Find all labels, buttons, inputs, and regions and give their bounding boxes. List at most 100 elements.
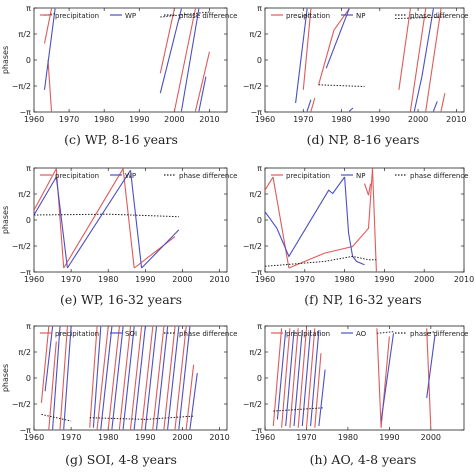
y-tick-label: −π/2 [243, 242, 262, 251]
y-axis-label: phases [1, 364, 10, 392]
x-tick-label: 2000 [172, 275, 192, 284]
y-tick-label: −π [19, 268, 31, 277]
series-precipitation-line [310, 97, 316, 112]
y-tick-label: 0 [257, 374, 262, 383]
series-precipitation-line [297, 328, 308, 428]
series-precipitation-line [141, 326, 154, 430]
series-group [272, 328, 436, 428]
x-tick-label: 1980 [338, 433, 358, 442]
y-tick-label: −π [19, 108, 31, 117]
x-tick-label: 1960 [24, 433, 44, 442]
series-phase-difference-line [160, 11, 210, 18]
y-axis-label: phases [1, 46, 10, 74]
series-ao-line [318, 369, 326, 427]
chart-d: −π −π/2 0 π/2 π 1960 1970 1980 1990 2000 2010 preci… [243, 4, 469, 124]
series-precipitation-line [398, 8, 411, 90]
series-np-line [348, 107, 354, 112]
y-tick-label: π [257, 164, 262, 173]
series-ao-line [276, 329, 287, 420]
series-ao-line [293, 329, 303, 427]
y-tick-label: π/2 [18, 190, 31, 199]
series-precipitation-line [118, 326, 132, 430]
series-phase-difference-line [299, 13, 312, 18]
series-phase-difference-line [34, 213, 179, 218]
chart-f: −π −π/2 0 π/2 π 1960 1970 1980 1990 2000 2010 preci… [243, 164, 474, 284]
panel-c: −π −π/2 0 π/2 π phases 1960 1970 1980 1990 2000 201… [0, 0, 238, 132]
legend-label: phase difference [179, 12, 237, 20]
series-phase-difference-line [376, 331, 394, 334]
series-phase-difference-line [273, 407, 324, 412]
series-np-line [295, 8, 308, 104]
x-tick-label: 2000 [408, 115, 428, 124]
y-tick-label: −π/2 [12, 242, 31, 251]
plot-frame [33, 7, 228, 113]
x-tick-label: 1970 [59, 115, 79, 124]
series-soi-line [44, 326, 54, 392]
caption-d: (d) NP, 8-16 years [306, 132, 420, 147]
series-wp-line [34, 176, 57, 216]
y-tick-label: −π [250, 268, 262, 277]
series-precipitation-line [63, 168, 124, 269]
series-precipitation-line [288, 168, 374, 269]
series-ao-line [285, 329, 295, 427]
y-tick-label: −π/2 [243, 400, 262, 409]
series-precipitation-line [305, 328, 316, 428]
legend-label: precipitation [286, 172, 330, 180]
series-soi-line [155, 326, 169, 430]
x-tick-label: 2000 [164, 115, 184, 124]
series-precipitation-line [440, 92, 446, 112]
caption-c: (c) WP, 8-16 years [64, 132, 178, 147]
y-tick-label: π [257, 322, 262, 331]
series-precipitation-line [371, 168, 377, 272]
legend-label: WP [125, 12, 136, 20]
series-precipitation-line [47, 59, 53, 112]
legend-label: phase difference [410, 172, 469, 180]
series-precipitation-line [425, 8, 442, 112]
series-phase-difference-line [89, 415, 194, 420]
legend-label: NP [356, 172, 365, 180]
series-phase-difference-line [265, 255, 377, 267]
x-tick-label: 2010 [199, 115, 219, 124]
x-tick-label: 1970 [293, 115, 313, 124]
series-soi-line [100, 326, 113, 430]
panel-f: −π −π/2 0 π/2 π 1960 1970 1980 1990 2000 2010 preci… [237, 160, 474, 292]
panel-h: −π −π/2 0 π/2 π 1960 1970 1980 1990 2000 precipita… [237, 318, 474, 450]
series-precipitation-line [40, 326, 50, 403]
series-wp-line [129, 170, 143, 269]
x-tick-label: 1960 [24, 115, 44, 124]
series-precipitation-line [265, 176, 274, 191]
series-precipitation-line [152, 326, 165, 430]
series-precipitation-line [409, 8, 427, 112]
series-wp-line [159, 8, 182, 94]
x-tick-label: 1970 [61, 433, 81, 442]
y-axis-label: phases [1, 206, 10, 234]
series-np-line [325, 8, 350, 69]
x-tick-label: 1990 [135, 275, 155, 284]
series-soi-line [92, 326, 102, 428]
series-wp-line [141, 229, 180, 269]
x-tick-label: 2010 [209, 275, 229, 284]
y-tick-label: 0 [26, 56, 31, 65]
y-tick-label: 0 [257, 216, 262, 225]
legend-label: precipitation [55, 330, 99, 338]
legend-label: precipitation [55, 172, 99, 180]
series-phase-difference-line [41, 413, 72, 422]
series-precipitation-line [34, 168, 57, 211]
legend-label: phase difference [410, 12, 469, 20]
x-tick-label: 1980 [98, 433, 118, 442]
x-tick-label: 2010 [446, 115, 466, 124]
series-ao-line [380, 333, 395, 422]
series-precipitation-line [48, 341, 57, 430]
caption-g: (g) SOI, 4-8 years [65, 452, 177, 467]
y-tick-label: −π [250, 426, 262, 435]
x-tick-label: 2000 [414, 275, 434, 284]
legend-label: precipitation [286, 12, 330, 20]
series-phase-difference-line [426, 331, 436, 334]
series-precipitation-line [272, 176, 290, 269]
series-soi-line [52, 326, 61, 430]
series-precipitation-line [363, 183, 372, 196]
series-ao-line [310, 329, 320, 427]
series-precipitation-line [174, 326, 187, 430]
legend-label: SOI [125, 330, 137, 338]
x-tick-label: 1960 [255, 433, 275, 442]
